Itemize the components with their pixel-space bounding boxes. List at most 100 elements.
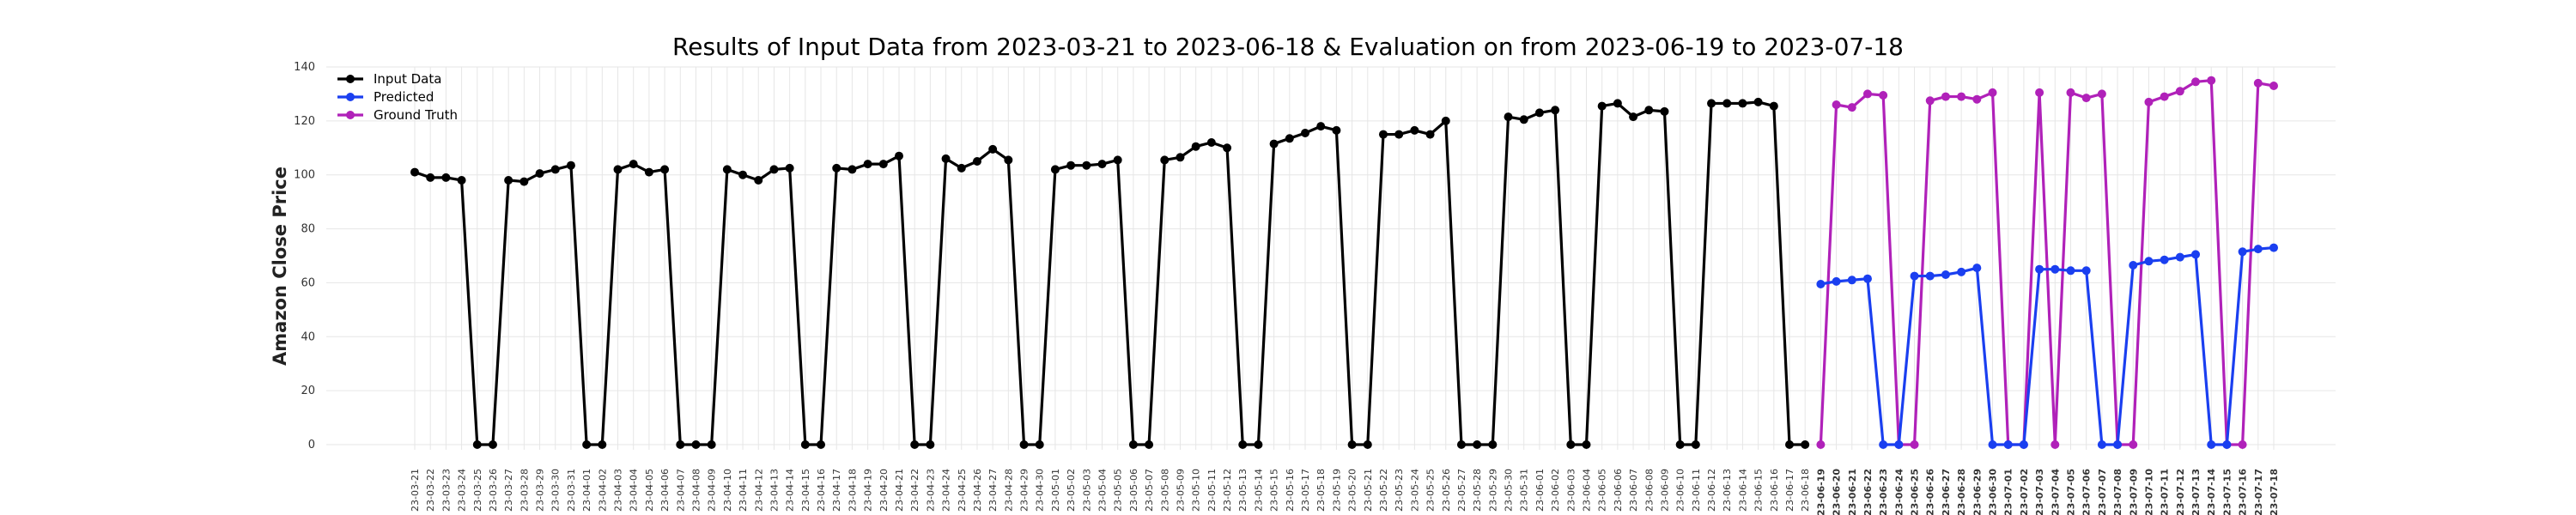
- x-tick-label: 23-05-11: [1206, 469, 1218, 512]
- legend-label: Predicted: [374, 89, 434, 105]
- data-point: [550, 165, 560, 174]
- x-tick-label: 23-06-01: [1534, 469, 1546, 512]
- x-tick-label: 23-03-24: [457, 469, 468, 512]
- x-tick-label: 23-06-17: [1784, 469, 1795, 512]
- data-point: [441, 173, 451, 182]
- data-point: [2066, 266, 2075, 276]
- data-point: [878, 160, 888, 169]
- data-point: [1019, 440, 1029, 449]
- data-point: [1879, 91, 1888, 100]
- y-tick-label: 120: [294, 115, 315, 128]
- x-tick-label: 23-05-09: [1175, 469, 1186, 512]
- data-point: [2253, 78, 2263, 88]
- data-point: [1332, 125, 1341, 135]
- x-tick-label: 23-06-03: [1565, 469, 1577, 512]
- x-tick-label: 23-05-22: [1378, 469, 1389, 512]
- x-tick-label: 23-06-06: [1613, 469, 1624, 512]
- x-tick-label: 23-07-14: [2206, 469, 2217, 515]
- x-tick-label: 23-06-29: [1971, 469, 1983, 515]
- x-tick-label: 23-05-28: [1472, 469, 1483, 512]
- data-point: [2191, 77, 2201, 87]
- y-tick-label: 60: [301, 276, 315, 289]
- x-tick-label: 23-07-15: [2221, 469, 2233, 515]
- x-tick-label: 23-06-23: [1878, 469, 1889, 515]
- data-point: [2081, 94, 2091, 103]
- x-tick-label: 23-04-18: [847, 469, 858, 512]
- chart-title: Results of Input Data from 2023-03-21 to…: [672, 33, 1904, 61]
- data-point: [1988, 88, 1997, 97]
- x-tick-label: 23-07-02: [2019, 469, 2030, 515]
- x-tick-label: 23-04-11: [738, 469, 749, 512]
- data-point: [472, 440, 482, 449]
- data-point: [1941, 270, 1950, 279]
- x-tick-label: 23-06-25: [1910, 469, 1921, 515]
- x-tick-label: 23-03-28: [519, 469, 530, 512]
- data-point: [863, 160, 872, 169]
- x-tick-label: 23-05-17: [1300, 469, 1311, 512]
- data-point: [2207, 440, 2216, 449]
- data-point: [1035, 440, 1044, 449]
- x-tick-label: 23-05-19: [1331, 469, 1342, 512]
- x-tick-label: 23-04-20: [878, 469, 890, 512]
- x-tick-label: 23-06-28: [1956, 469, 1967, 515]
- data-point: [1941, 92, 1950, 101]
- x-tick-label: 23-06-30: [1988, 469, 1999, 515]
- data-point: [613, 165, 623, 174]
- x-tick-label: 23-06-07: [1628, 469, 1639, 512]
- x-tick-label: 23-07-09: [2128, 469, 2139, 515]
- x-tick-label: 23-05-04: [1097, 469, 1109, 512]
- x-tick-label: 23-04-09: [707, 469, 718, 512]
- data-point: [1769, 101, 1778, 111]
- x-tick-label: 23-07-10: [2143, 469, 2154, 515]
- x-tick-label: 23-06-09: [1659, 469, 1670, 512]
- data-point: [1862, 274, 1872, 283]
- x-tick-label: 23-07-17: [2253, 469, 2264, 515]
- data-point: [2144, 97, 2154, 106]
- x-tick-label: 23-05-16: [1285, 469, 1296, 512]
- x-tick-label: 23-04-29: [1019, 469, 1030, 512]
- data-point: [2050, 440, 2060, 449]
- data-point: [410, 167, 419, 177]
- data-point: [1972, 94, 1982, 104]
- data-point: [598, 440, 607, 449]
- data-point: [1957, 92, 1966, 101]
- data-point: [1534, 108, 1544, 118]
- data-point: [707, 440, 716, 449]
- y-axis: 0 20 40 60 80 100 120 140: [294, 61, 315, 451]
- x-tick-label: 23-04-07: [675, 469, 686, 512]
- data-point: [754, 176, 763, 185]
- x-tick-label: 23-07-16: [2238, 469, 2249, 515]
- data-point: [1316, 122, 1326, 131]
- x-tick-label: 23-05-12: [1222, 469, 1233, 512]
- data-point: [1801, 440, 1810, 449]
- x-tick-label: 23-04-14: [785, 469, 796, 512]
- data-point: [738, 170, 748, 179]
- data-point: [941, 154, 951, 163]
- data-point: [1223, 143, 1232, 153]
- data-point: [2066, 88, 2075, 97]
- data-point: [1128, 440, 1138, 449]
- data-point: [1254, 440, 1263, 449]
- data-point: [1597, 101, 1607, 111]
- data-point: [1394, 130, 1404, 139]
- x-axis: 23-03-21 23-03-22 23-03-23 23-03-24 23-03-25…: [410, 469, 2280, 515]
- x-tick-label: 23-03-30: [550, 469, 562, 512]
- x-tick-label: 23-06-04: [1581, 469, 1592, 512]
- x-tick-label: 23-04-19: [863, 469, 874, 512]
- y-tick-label: 80: [301, 223, 315, 236]
- legend-label: Ground Truth: [374, 107, 458, 123]
- x-tick-label: 23-05-07: [1144, 469, 1155, 512]
- x-tick-label: 23-07-03: [2034, 469, 2045, 515]
- x-tick-label: 23-06-18: [1800, 469, 1811, 512]
- x-tick-label: 23-04-13: [769, 469, 780, 512]
- data-point: [1785, 440, 1795, 449]
- data-point: [1816, 440, 1826, 449]
- data-point: [644, 167, 653, 177]
- legend: Input Data Predicted Ground Truth: [337, 71, 458, 123]
- x-tick-label: 23-04-04: [629, 469, 640, 512]
- x-tick-label: 23-05-21: [1363, 469, 1374, 512]
- data-point: [1847, 103, 1856, 112]
- x-tick-label: 23-04-26: [972, 469, 983, 512]
- data-point: [582, 440, 592, 449]
- x-tick-label: 23-04-06: [659, 469, 671, 512]
